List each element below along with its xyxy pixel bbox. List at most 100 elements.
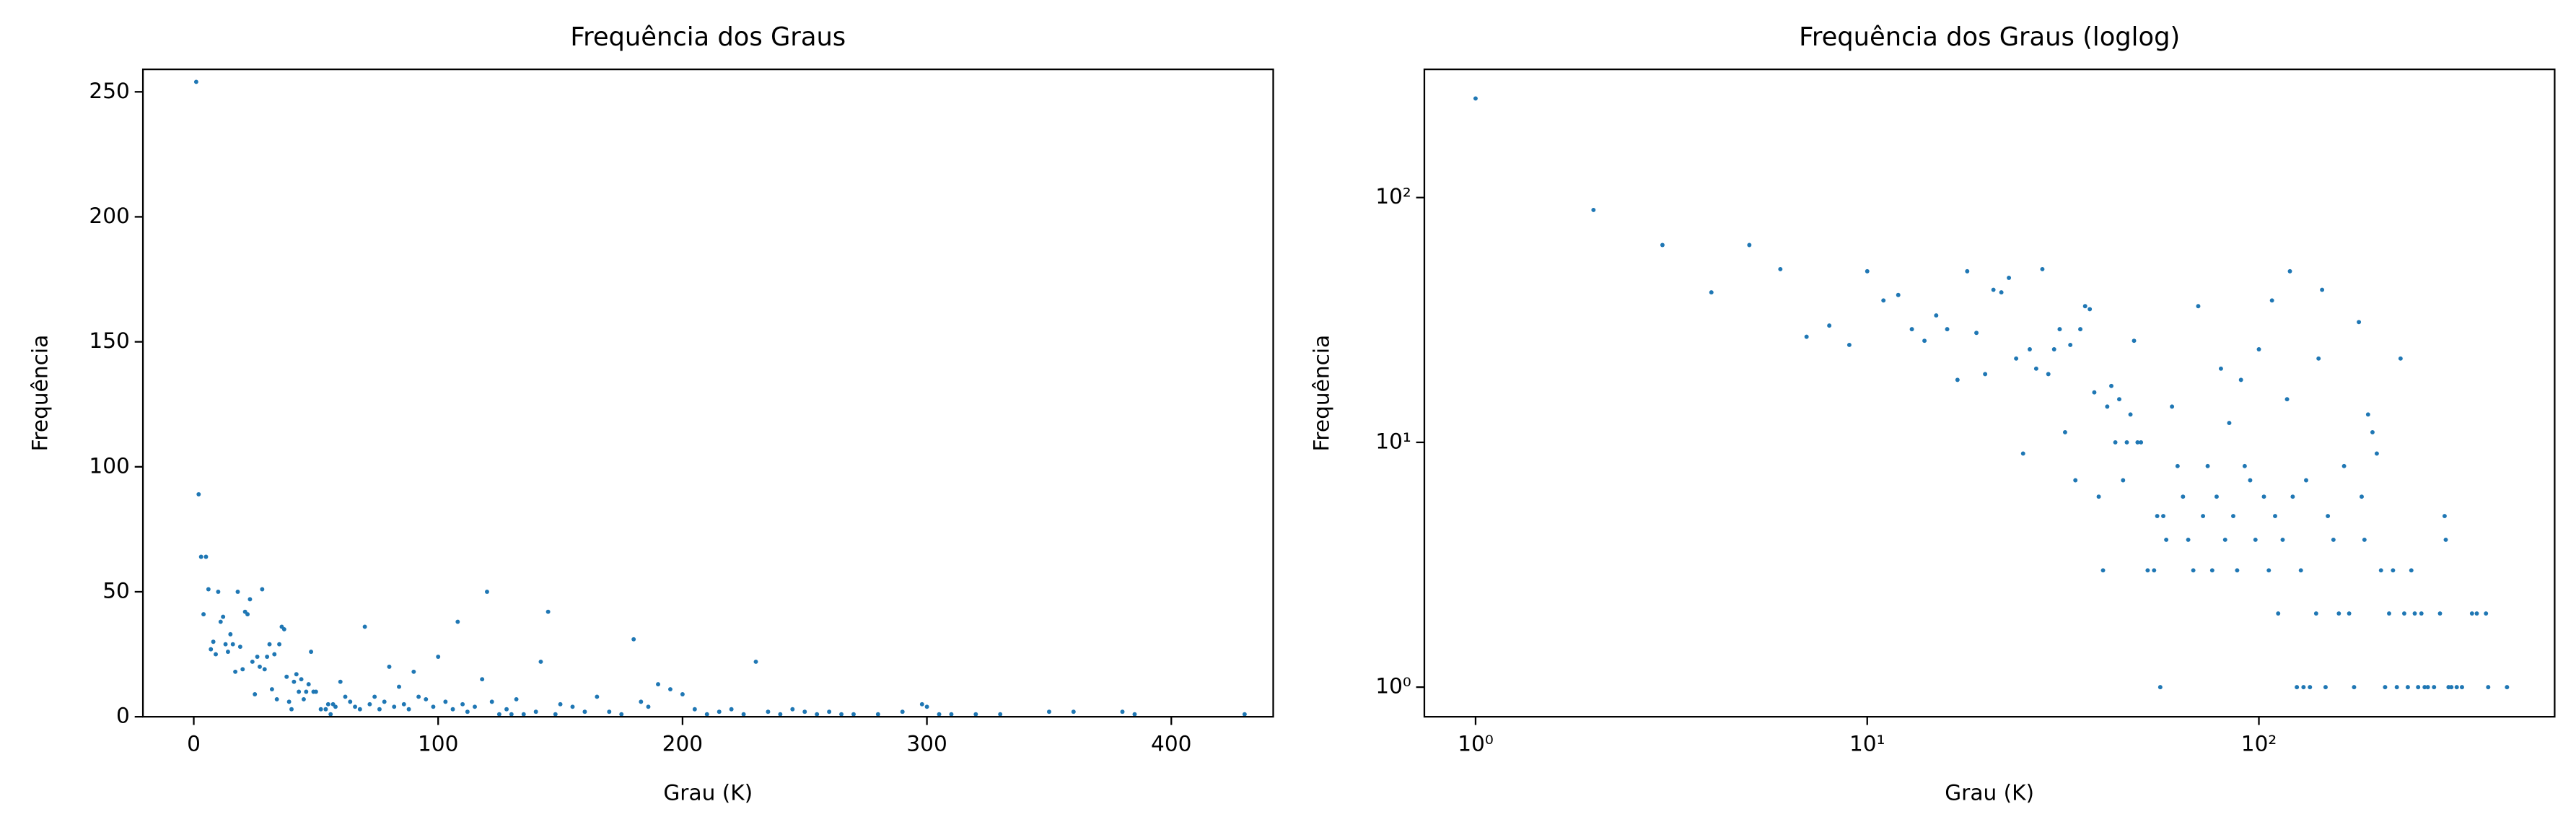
point [387, 664, 392, 669]
point [353, 704, 358, 709]
point [704, 712, 709, 717]
point [1999, 290, 2004, 295]
point [2269, 298, 2274, 303]
point [450, 707, 455, 712]
point [230, 642, 235, 647]
point [2284, 397, 2290, 402]
point [309, 650, 314, 655]
point [489, 699, 494, 704]
point [272, 652, 277, 657]
point [201, 612, 206, 617]
point [2092, 390, 2097, 395]
point [2124, 440, 2129, 445]
point [362, 624, 367, 629]
point [900, 709, 905, 714]
point [2442, 514, 2447, 519]
point [237, 644, 242, 650]
point [382, 699, 387, 704]
point [297, 689, 302, 694]
point [2155, 514, 2160, 519]
point [1965, 268, 1970, 274]
point [2454, 685, 2459, 690]
x-tick-label: 300 [906, 731, 947, 756]
point [397, 684, 401, 689]
y-tick-label: 0 [116, 704, 130, 728]
point [753, 659, 758, 664]
point [2383, 685, 2388, 690]
point [2007, 276, 2012, 280]
point [2170, 404, 2175, 409]
point [1473, 96, 1478, 101]
point [443, 699, 448, 704]
point [323, 707, 328, 712]
point [553, 712, 558, 717]
point [680, 692, 685, 696]
point [496, 712, 501, 717]
point [595, 694, 600, 699]
point [729, 707, 734, 712]
point [631, 637, 636, 642]
point [875, 712, 880, 717]
point [221, 614, 226, 619]
y-tick-label: 150 [89, 328, 129, 353]
x-tick-label: 10¹ [1849, 731, 1885, 756]
y-axis-label: Frequência [1309, 335, 1333, 452]
point [2469, 611, 2474, 616]
chart-title: Frequência dos Graus [570, 22, 846, 52]
point [1922, 338, 1927, 344]
point [1591, 207, 1596, 212]
point [367, 701, 372, 707]
point [2326, 514, 2331, 519]
x-tick-label: 0 [187, 731, 201, 756]
point [304, 689, 309, 694]
y-tick-label: 50 [102, 578, 130, 603]
point [619, 712, 624, 717]
point [460, 701, 465, 707]
point [2357, 320, 2362, 325]
point [1747, 242, 1752, 248]
point [333, 704, 338, 709]
point [2449, 685, 2454, 690]
point [2276, 611, 2281, 616]
point [2062, 429, 2067, 434]
point [325, 701, 330, 707]
point [778, 712, 783, 717]
point [299, 677, 304, 682]
point [218, 619, 223, 624]
y-tick-label: 10² [1375, 184, 1411, 209]
point [937, 712, 942, 717]
point [2273, 514, 2277, 519]
point [2057, 327, 2062, 332]
point [318, 707, 323, 712]
x-tick-label: 10² [2241, 731, 2277, 756]
point [2505, 685, 2510, 690]
point [692, 707, 697, 712]
point [2298, 568, 2303, 573]
point [274, 696, 279, 701]
point [2242, 463, 2247, 468]
point [245, 612, 250, 617]
y-axis-label: Frequência [27, 335, 52, 452]
point [2391, 568, 2396, 573]
point [570, 704, 575, 709]
point [2096, 494, 2101, 499]
point [411, 669, 416, 674]
point [2422, 685, 2427, 690]
point [2051, 347, 2056, 351]
point [919, 701, 924, 707]
point [2261, 494, 2266, 499]
point [558, 701, 563, 707]
point [2419, 611, 2424, 616]
point [465, 709, 470, 714]
point [1983, 372, 1988, 377]
point [233, 669, 238, 674]
point [2201, 514, 2206, 519]
point [306, 682, 311, 687]
point [766, 709, 771, 714]
point [424, 696, 429, 701]
point [2196, 304, 2201, 309]
point [277, 642, 282, 647]
point [480, 677, 485, 682]
point [1071, 709, 1076, 714]
point [2432, 685, 2437, 690]
